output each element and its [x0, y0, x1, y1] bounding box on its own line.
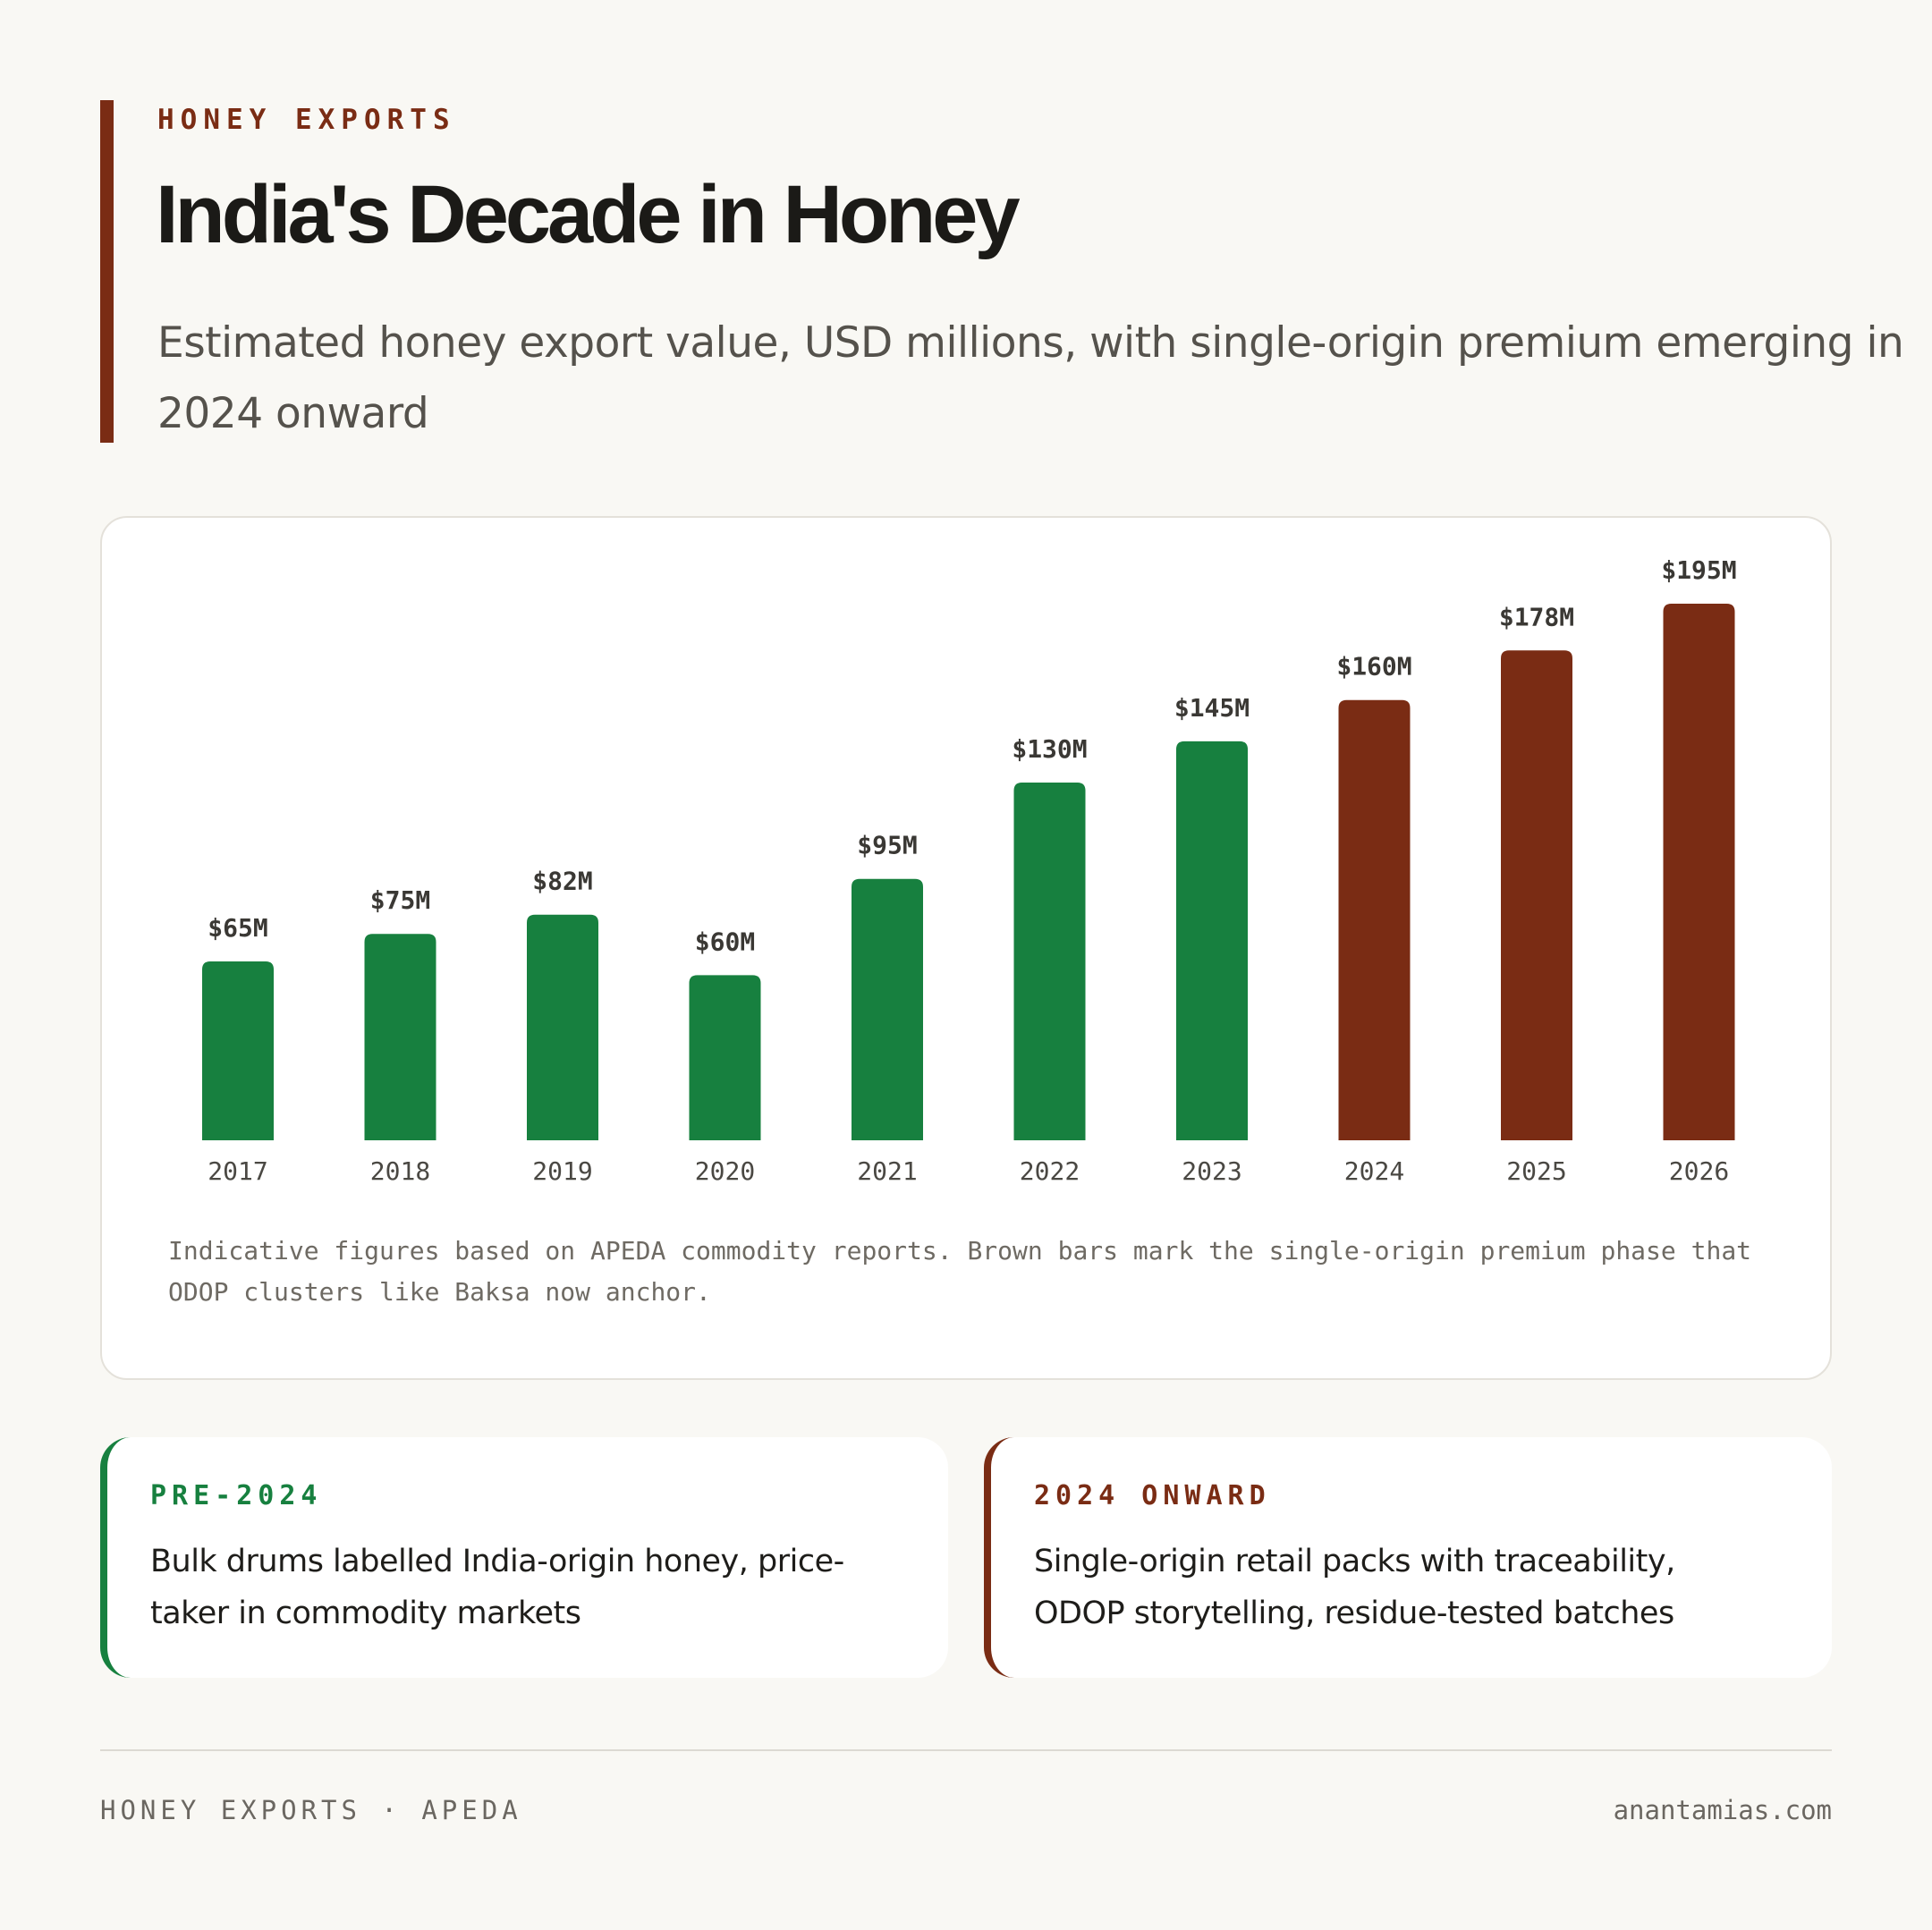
x-tick-label-2026: 2026 — [1669, 1156, 1729, 1186]
bar-2018 — [364, 934, 436, 1140]
x-tick-label-2020: 2020 — [695, 1156, 755, 1186]
phase-card-2024-onward: 2024 ONWARD Single-origin retail packs w… — [984, 1437, 1832, 1678]
page-subtitle: Estimated honey export value, USD millio… — [157, 318, 1904, 438]
bar-chart: $65M 2017 $75M 2018 $82M 2019 $60M 2020 $95M 2021… — [202, 555, 1737, 1186]
eyebrow: HONEY EXPORTS — [157, 104, 456, 136]
x-tick-label-2021: 2021 — [857, 1156, 917, 1186]
header: HONEY EXPORTS India's Decade in Honey Es… — [100, 100, 1904, 443]
x-tick-label-2019: 2019 — [532, 1156, 592, 1186]
x-tick-label-2018: 2018 — [370, 1156, 430, 1186]
phase-description: Bulk drums labelled India-origin honey, … — [150, 1544, 844, 1631]
bar-2023 — [1176, 741, 1248, 1140]
x-tick-label-2023: 2023 — [1182, 1156, 1241, 1186]
phase-label: 2024 ONWARD — [1034, 1480, 1271, 1511]
value-label-2021: $95M — [857, 831, 917, 860]
footer-source: HONEY EXPORTS · APEDA — [100, 1795, 522, 1825]
bar-2017 — [202, 961, 274, 1140]
value-label-2025: $178M — [1499, 602, 1574, 631]
x-tick-label-2017: 2017 — [208, 1156, 267, 1186]
chart-note: Indicative figures based on APEDA commod… — [168, 1236, 1752, 1307]
x-tick-label-2024: 2024 — [1344, 1156, 1404, 1186]
bar-2021 — [852, 878, 923, 1140]
value-label-2019: $82M — [532, 867, 592, 896]
header-accent-bar — [100, 100, 114, 443]
phase-description: Single-origin retail packs with traceabi… — [1034, 1544, 1675, 1631]
x-tick-label-2025: 2025 — [1506, 1156, 1566, 1186]
value-label-2024: $160M — [1336, 652, 1411, 681]
bar-2025 — [1501, 650, 1572, 1140]
chart-card: $65M 2017 $75M 2018 $82M 2019 $60M 2020 $95M 2021… — [100, 516, 1832, 1380]
footer-divider — [100, 1749, 1832, 1751]
value-label-2023: $145M — [1174, 693, 1250, 723]
bar-2022 — [1013, 783, 1086, 1140]
phase-label: PRE-2024 — [150, 1480, 323, 1511]
value-label-2020: $60M — [695, 927, 755, 956]
bar-2020 — [689, 975, 761, 1140]
value-label-2022: $130M — [1012, 734, 1087, 764]
bar-2019 — [527, 914, 598, 1140]
x-tick-label-2022: 2022 — [1020, 1156, 1080, 1186]
value-label-2018: $75M — [370, 885, 430, 915]
footer-site-link[interactable]: anantamias.com — [1613, 1795, 1832, 1825]
bar-2026 — [1663, 604, 1735, 1140]
page-title: India's Decade in Honey — [156, 169, 1021, 260]
phase-card-pre-2024: PRE-2024 Bulk drums labelled India-origi… — [100, 1437, 948, 1678]
value-label-2017: $65M — [208, 913, 267, 943]
bar-2024 — [1338, 699, 1411, 1140]
value-label-2026: $195M — [1661, 555, 1736, 585]
